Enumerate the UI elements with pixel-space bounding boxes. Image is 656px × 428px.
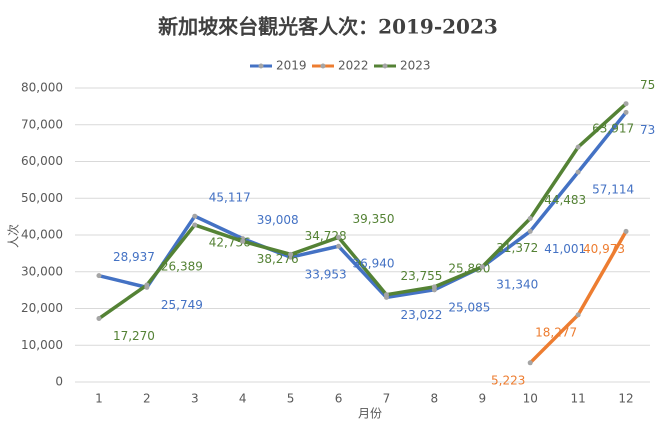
data-label: 23,022 [400, 308, 442, 322]
x-tick-label: 10 [523, 392, 538, 406]
y-tick-label: 80,000 [21, 81, 63, 95]
x-tick-label: 11 [570, 392, 585, 406]
data-point [623, 109, 629, 115]
data-point [623, 101, 629, 107]
data-point [144, 282, 150, 288]
data-point [575, 169, 581, 175]
data-label: 23,755 [400, 269, 442, 283]
y-tick-label: 70,000 [21, 117, 63, 131]
x-tick-label: 2 [143, 392, 151, 406]
x-tick-label: 1 [95, 392, 103, 406]
data-label: 34,728 [305, 229, 347, 243]
data-label: 39,008 [257, 213, 299, 227]
data-label: 42,736 [209, 235, 251, 249]
x-tick-label: 3 [191, 392, 199, 406]
y-tick-label: 10,000 [21, 338, 63, 352]
data-point [336, 234, 342, 240]
y-tick-label: 40,000 [21, 228, 63, 242]
data-label: 36,940 [353, 257, 395, 271]
data-point [479, 264, 485, 270]
chart-title: 新加坡來台觀光客人次：2019-2023 [158, 15, 498, 39]
y-tick-label: 30,000 [21, 264, 63, 278]
series-line [97, 102, 628, 320]
data-label: 75,727 [640, 78, 656, 92]
x-tick-label: 8 [431, 392, 439, 406]
data-point [240, 238, 246, 244]
data-point [336, 243, 342, 249]
data-point [575, 312, 581, 318]
data-label: 26,389 [161, 260, 203, 274]
data-label: 25,085 [448, 300, 490, 314]
x-tick-label: 12 [618, 392, 633, 406]
data-label: 44,483 [544, 193, 586, 207]
data-label: 17,270 [113, 329, 155, 343]
series-line [98, 111, 628, 300]
data-label: 57,114 [592, 183, 634, 197]
data-point [192, 222, 198, 228]
data-label: 33,953 [305, 268, 347, 282]
data-point [96, 316, 102, 322]
data-point [192, 213, 198, 219]
legend-marker [320, 63, 326, 69]
data-label: 63,917 [592, 122, 634, 136]
data-label: 45,117 [209, 191, 251, 205]
data-point [575, 144, 581, 150]
data-point [96, 273, 102, 279]
data-label: 38,276 [257, 252, 299, 266]
data-label: 73,369 [640, 123, 656, 137]
legend-label: 2022 [338, 59, 369, 73]
data-label: 25,749 [161, 298, 203, 312]
y-tick-label: 60,000 [21, 154, 63, 168]
y-axis-title: 人次 [7, 224, 21, 248]
data-label: 25,890 [448, 261, 490, 275]
x-tick-label: 5 [287, 392, 295, 406]
y-tick-label: 0 [55, 375, 63, 389]
y-tick-label: 20,000 [21, 301, 63, 315]
x-tick-label: 7 [383, 392, 391, 406]
data-point [527, 216, 533, 222]
x-tick-label: 9 [478, 392, 486, 406]
data-label: 18,277 [535, 325, 577, 339]
data-point [431, 284, 437, 290]
x-tick-label: 4 [239, 392, 247, 406]
x-axis-title: 月份 [358, 407, 382, 421]
data-point [623, 228, 629, 234]
data-label: 41,001 [544, 242, 586, 256]
legend-marker [258, 63, 264, 69]
x-tick-label: 6 [335, 392, 343, 406]
y-tick-label: 50,000 [21, 191, 63, 205]
legend-label: 2019 [276, 59, 307, 73]
data-point [288, 251, 294, 257]
data-label: 31,340 [496, 277, 538, 291]
legend-label: 2023 [400, 59, 431, 73]
legend-marker [382, 63, 388, 69]
data-label: 28,937 [113, 250, 155, 264]
data-point [527, 228, 533, 234]
data-label: 31,372 [496, 241, 538, 255]
data-label: 40,973 [583, 242, 625, 256]
data-label: 39,350 [353, 212, 395, 226]
data-label: 5,223 [491, 373, 525, 387]
data-point [527, 360, 533, 366]
data-point [383, 292, 389, 298]
